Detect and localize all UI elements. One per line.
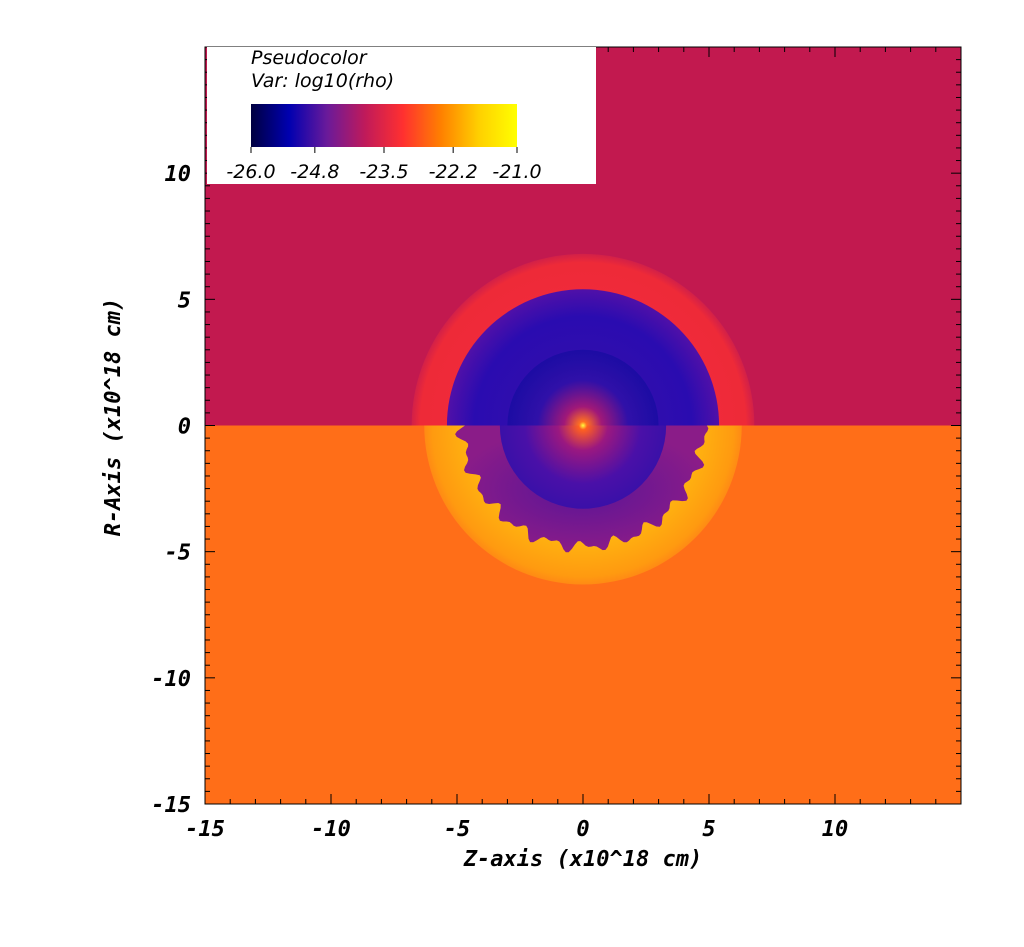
y-tick-label: -5: [165, 541, 192, 566]
y-tick-label: 10: [165, 162, 192, 187]
colorbar-tick-label: -23.5: [359, 161, 408, 183]
y-tick-label: -10: [151, 667, 191, 692]
legend-variable: Var: log10(rho): [251, 70, 394, 92]
legend: Pseudocolor Var: log10(rho) -26.0 -24.8 -2…: [207, 47, 596, 184]
lower-half: [424, 425, 742, 585]
legend-title: Pseudocolor: [251, 47, 368, 69]
colorbar-tick-label: -26.0: [226, 161, 275, 183]
lower-core: [499, 425, 667, 509]
colorbar-tick-label: -21.0: [492, 161, 541, 183]
upper-core: [507, 349, 659, 426]
colorbar-tick-label: -24.8: [290, 161, 339, 183]
y-tick-label: 0: [178, 415, 191, 440]
y-axis-title: R-Axis (x10^18 cm): [101, 298, 126, 536]
x-tick-label: 10: [822, 817, 849, 842]
axes: -15 -10 -5 0 5 10 10 5 0 -5 -10 -15: [151, 46, 962, 842]
y-tick-label: -15: [151, 793, 191, 818]
x-axis-title: Z-axis (x10^18 cm): [463, 847, 702, 872]
colorbar-ticks: -26.0 -24.8 -23.5 -22.2 -21.0: [226, 147, 542, 183]
x-tick-label: -15: [185, 817, 225, 842]
y-tick-label: 5: [178, 288, 191, 313]
colorbar-tick-label: -22.2: [429, 161, 478, 183]
colorbar: [251, 104, 517, 147]
x-tick-label: -5: [444, 817, 471, 842]
x-tick-label: 0: [576, 817, 589, 842]
upper-half: [411, 253, 755, 426]
x-tick-label: -10: [311, 817, 351, 842]
x-tick-label: 5: [702, 817, 715, 842]
